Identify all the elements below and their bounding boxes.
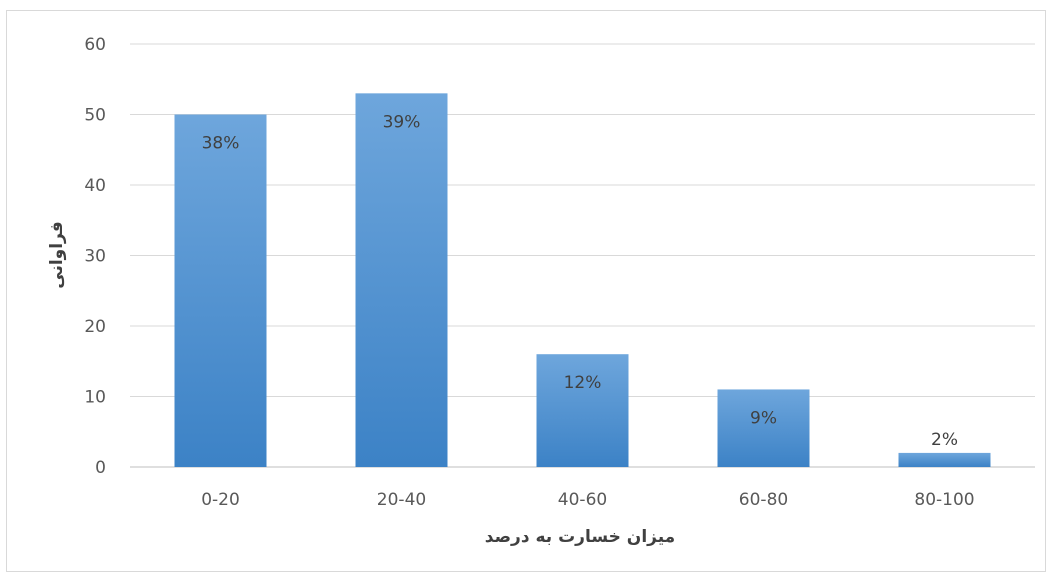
x-tick-label: 40-60 — [558, 490, 607, 510]
y-tick-label: 10 — [84, 388, 106, 408]
y-tick-label: 40 — [84, 176, 106, 196]
bars — [174, 93, 991, 467]
y-axis-ticks: 0 10 20 30 40 50 60 — [84, 35, 106, 478]
data-labels: 38% 39% 12% 9% 2% — [202, 112, 958, 450]
x-tick-label: 60-80 — [739, 490, 788, 510]
y-tick-label: 20 — [84, 317, 106, 337]
bar — [174, 114, 267, 467]
x-tick-label: 0-20 — [201, 490, 240, 510]
bar-data-label: 39% — [383, 112, 421, 132]
bar-data-label: 12% — [564, 373, 602, 393]
x-tick-label: 80-100 — [914, 490, 974, 510]
gridlines — [130, 43, 1035, 468]
bar — [355, 93, 448, 467]
y-tick-label: 50 — [84, 106, 106, 126]
x-axis-ticks: 0-20 20-40 40-60 60-80 80-100 — [201, 490, 974, 510]
y-tick-label: 0 — [95, 458, 106, 478]
bar-data-label: 38% — [202, 134, 240, 154]
y-tick-label: 60 — [84, 35, 106, 55]
bar — [898, 452, 991, 467]
bar — [536, 354, 629, 467]
bar-data-label: 9% — [750, 408, 777, 428]
bar-data-label: 2% — [931, 430, 958, 450]
bar — [717, 389, 810, 467]
y-tick-label: 30 — [84, 247, 106, 267]
y-axis-title: فراوانی — [47, 221, 67, 289]
x-axis-title: میزان خسارت به درصد — [485, 527, 675, 547]
x-tick-label: 20-40 — [377, 490, 426, 510]
